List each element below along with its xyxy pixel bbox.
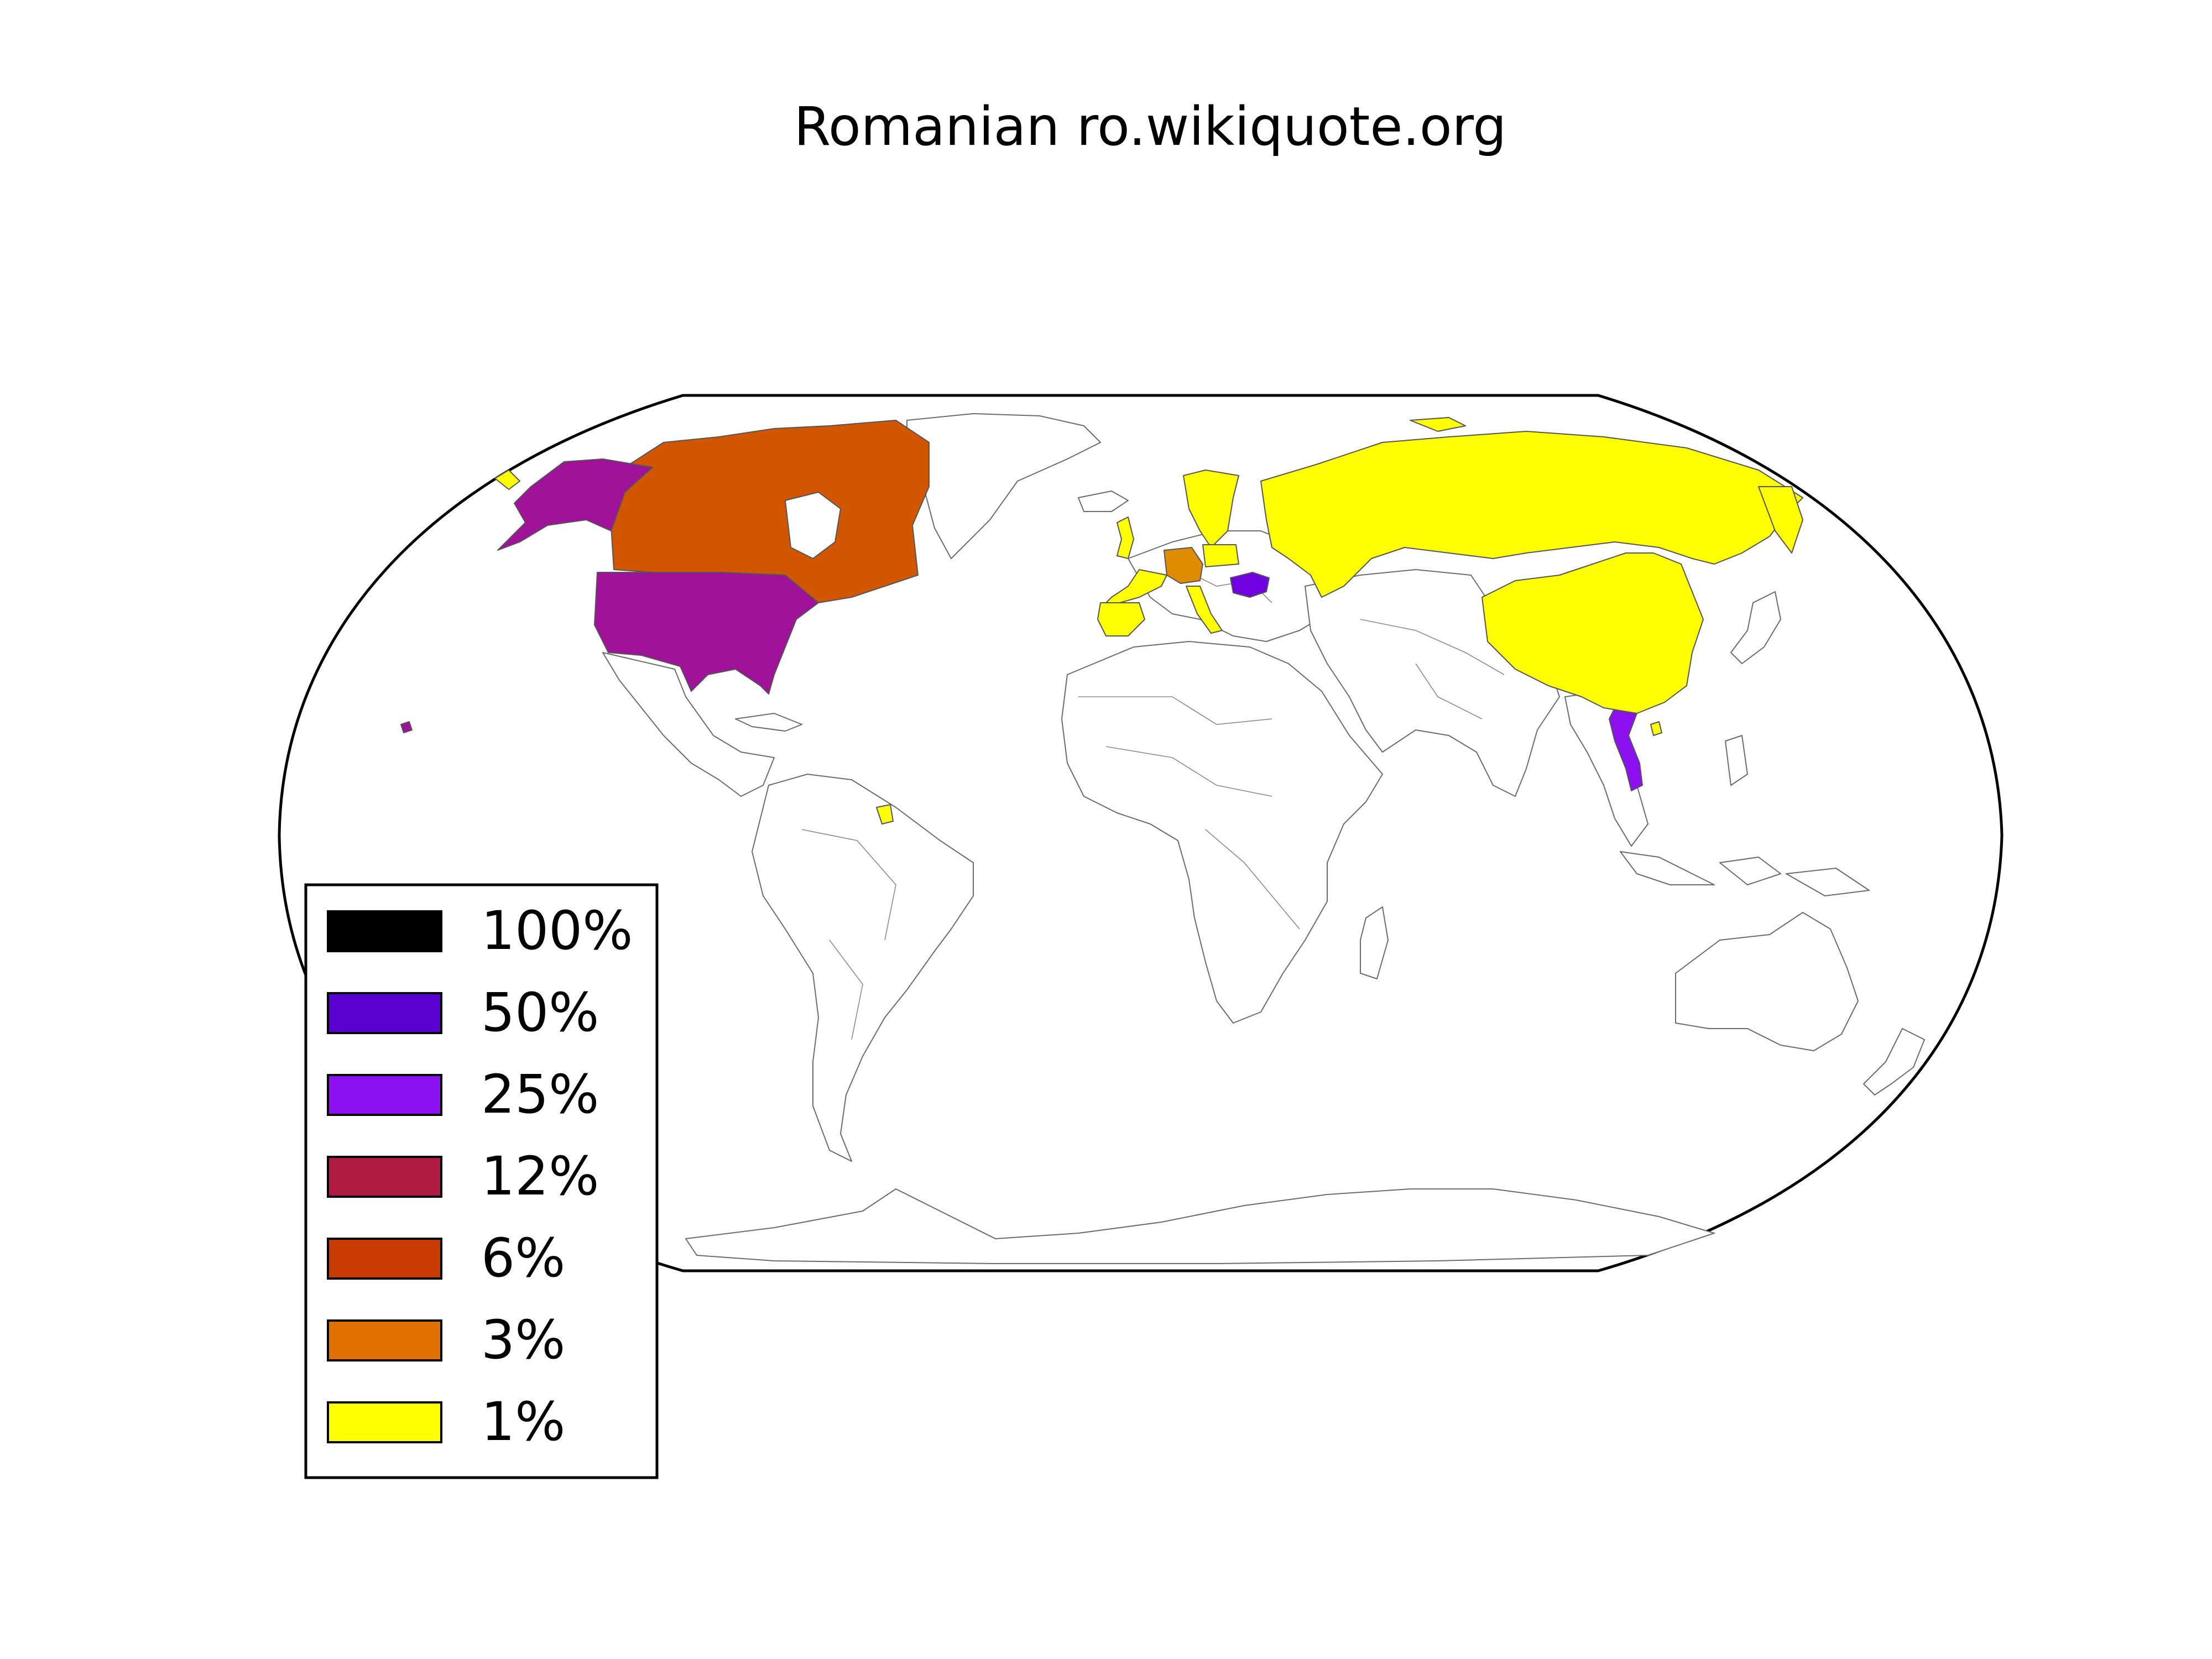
indonesia-shape	[1620, 735, 1870, 896]
uk-region[interactable]	[1117, 517, 1134, 559]
legend-label: 50%	[481, 982, 599, 1044]
hainan-region[interactable]	[1650, 721, 1662, 736]
mexico-central-america-shape	[602, 652, 775, 797]
arctic-islands-region[interactable]	[1410, 417, 1466, 432]
vietnam-region[interactable]	[1609, 707, 1643, 791]
new-zealand-shape	[1863, 1028, 1925, 1095]
legend-swatch	[327, 1401, 442, 1443]
australia-shape	[1675, 912, 1859, 1051]
cuba-shape	[735, 713, 802, 732]
alaska-region[interactable]	[497, 458, 653, 551]
legend-label: 100%	[481, 900, 633, 962]
hawaii-region[interactable]	[400, 721, 413, 733]
antarctica-shape	[685, 1188, 1715, 1264]
iberia-region[interactable]	[1097, 602, 1145, 637]
chukotka-region[interactable]	[494, 469, 520, 490]
poland-region[interactable]	[1202, 544, 1239, 567]
highlighted-countries	[400, 417, 1803, 825]
legend-swatch	[327, 992, 442, 1034]
western-europe-region[interactable]	[1100, 569, 1167, 609]
romania-region[interactable]	[1230, 572, 1270, 598]
map-title: Romanian ro.wikiquote.org	[794, 96, 1507, 158]
italy-region[interactable]	[1186, 586, 1223, 634]
french-guiana-region[interactable]	[876, 804, 894, 825]
iceland-shape	[1078, 491, 1129, 512]
africa-shape	[1061, 641, 1383, 1024]
legend-label: 1%	[481, 1391, 565, 1453]
scandinavia-region[interactable]	[1183, 469, 1239, 548]
legend-swatch	[327, 910, 442, 952]
legend-swatch	[327, 1074, 442, 1116]
legend-swatch	[327, 1238, 442, 1280]
japan-shape	[1730, 591, 1781, 664]
south-america-shape	[752, 774, 974, 1162]
hudson-bay	[784, 491, 842, 560]
russia-region[interactable]	[1260, 431, 1803, 598]
legend-swatch	[327, 1319, 442, 1361]
legend-label: 25%	[481, 1063, 599, 1125]
legend: 100% 50% 25% 12% 6% 3% 1%	[304, 883, 659, 1479]
legend-label: 12%	[481, 1145, 599, 1207]
legend-label: 6%	[481, 1227, 565, 1289]
legend-swatch	[327, 1156, 442, 1198]
united-states-region[interactable]	[594, 572, 819, 695]
china-region[interactable]	[1481, 552, 1704, 714]
russia-east-region[interactable]	[1758, 486, 1803, 554]
legend-label: 3%	[481, 1309, 565, 1371]
madagascar-shape	[1360, 906, 1389, 979]
